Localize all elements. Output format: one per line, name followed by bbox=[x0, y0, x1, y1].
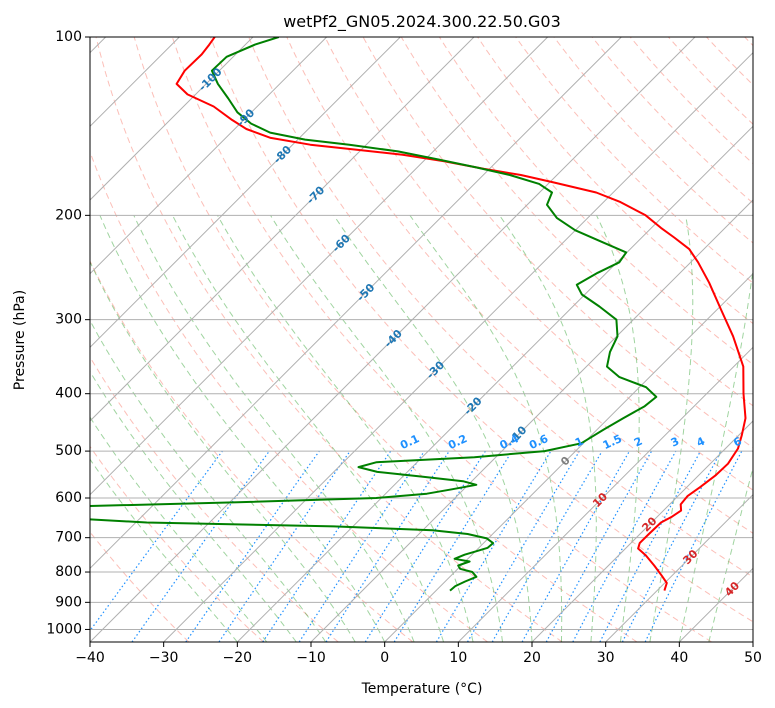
dry-adiabat-line bbox=[133, 37, 638, 642]
isotherm-line bbox=[90, 37, 549, 496]
isotherm-line bbox=[605, 493, 753, 642]
isotherm-line bbox=[90, 37, 328, 275]
mixing-ratio-line bbox=[218, 450, 351, 642]
mixing-ratio-line bbox=[521, 450, 631, 642]
isotherm-line bbox=[384, 272, 753, 642]
mixing-ratio-line bbox=[131, 450, 270, 642]
mixing-ratio-line bbox=[545, 450, 653, 642]
isotherm-line bbox=[236, 125, 753, 642]
x-tick-label: 50 bbox=[744, 650, 762, 666]
dry-adiabat-line bbox=[90, 445, 264, 642]
moist-adiabat-line bbox=[649, 215, 694, 642]
mixing-ratio-line bbox=[185, 450, 320, 642]
axes: −40 −30 −20 −10 0 10 20 30 40 50 100 200 300 400 500 60… bbox=[46, 29, 762, 666]
x-tick-label: −40 bbox=[75, 650, 105, 666]
y-tick-label: 100 bbox=[55, 29, 82, 45]
isotherm-line bbox=[310, 199, 753, 642]
temperature-trace bbox=[175, 37, 747, 591]
dry-adiabat-line bbox=[248, 37, 753, 578]
moist-adiabat-line bbox=[270, 215, 503, 642]
dry-adiabat-line bbox=[90, 356, 339, 642]
mixing-ratio-line bbox=[393, 450, 513, 642]
y-tick-label: 300 bbox=[55, 312, 82, 328]
y-tick-label: 900 bbox=[55, 594, 82, 610]
dry-adiabat-line bbox=[286, 37, 753, 534]
dry-adiabat-line bbox=[171, 37, 712, 642]
isotherm-line bbox=[90, 37, 622, 570]
y-axis-label: Pressure (hPa) bbox=[12, 290, 28, 390]
x-tick-label: −30 bbox=[149, 650, 179, 666]
x-tick-label: −20 bbox=[223, 650, 253, 666]
isotherm-line bbox=[90, 37, 254, 201]
mixing-ratio-line bbox=[90, 450, 223, 632]
isotherm-line bbox=[90, 37, 475, 422]
moist-adiabat-line bbox=[90, 319, 327, 642]
y-tick-label: 700 bbox=[55, 530, 82, 546]
isotherm-line bbox=[457, 346, 753, 642]
moist-adiabat-line bbox=[90, 370, 297, 642]
mixing-ratio-line bbox=[262, 450, 392, 642]
plot-frame bbox=[89, 36, 754, 643]
x-axis-label: Temperature (°C) bbox=[361, 681, 483, 697]
dry-adiabat-line bbox=[90, 259, 414, 642]
x-tick-label: 40 bbox=[670, 650, 688, 666]
profile-traces bbox=[90, 37, 747, 592]
moist-adiabat-line bbox=[333, 215, 533, 642]
chart-title: wetPf2_GN05.2024.300.22.50.G03 bbox=[283, 12, 561, 32]
moist-adiabat-line bbox=[596, 215, 640, 642]
mixing-ratio-line bbox=[325, 450, 450, 642]
moist-adiabat-line bbox=[90, 260, 356, 642]
y-tick-label: 500 bbox=[55, 443, 82, 459]
dry-adiabat-line bbox=[515, 37, 753, 284]
isotherm-line bbox=[90, 37, 696, 642]
x-tick-label: 0 bbox=[380, 650, 389, 666]
dry-adiabat-line bbox=[324, 37, 753, 491]
isotherm-line bbox=[163, 51, 753, 642]
mixing-ratio-line bbox=[298, 450, 425, 642]
mixing-ratio-line bbox=[644, 450, 743, 642]
y-tick-label: 600 bbox=[55, 490, 82, 506]
moist-adiabat-line bbox=[217, 215, 474, 642]
x-tick-label: 10 bbox=[449, 650, 467, 666]
y-tick-label: 400 bbox=[55, 386, 82, 402]
x-tick-label: 30 bbox=[597, 650, 615, 666]
moist-adiabat-line bbox=[90, 416, 268, 642]
moist-adiabat-line bbox=[133, 215, 415, 642]
x-tick-label: −10 bbox=[296, 650, 326, 666]
isotherm-line bbox=[531, 420, 753, 642]
dewpoint-trace bbox=[90, 37, 658, 592]
moist-adiabat-line bbox=[409, 215, 563, 642]
y-tick-label: 200 bbox=[55, 207, 82, 223]
mixing-ratio-line bbox=[572, 450, 677, 642]
x-tick-label: 20 bbox=[523, 650, 541, 666]
moist-adiabat-line bbox=[90, 458, 238, 642]
moist-adiabat-line bbox=[99, 215, 386, 642]
y-tick-label: 800 bbox=[55, 564, 82, 580]
moist-adiabat-line bbox=[172, 215, 445, 642]
dry-adiabat-line bbox=[210, 37, 753, 623]
y-tick-label: 1000 bbox=[46, 621, 82, 637]
dry-adiabat-line bbox=[95, 37, 563, 642]
